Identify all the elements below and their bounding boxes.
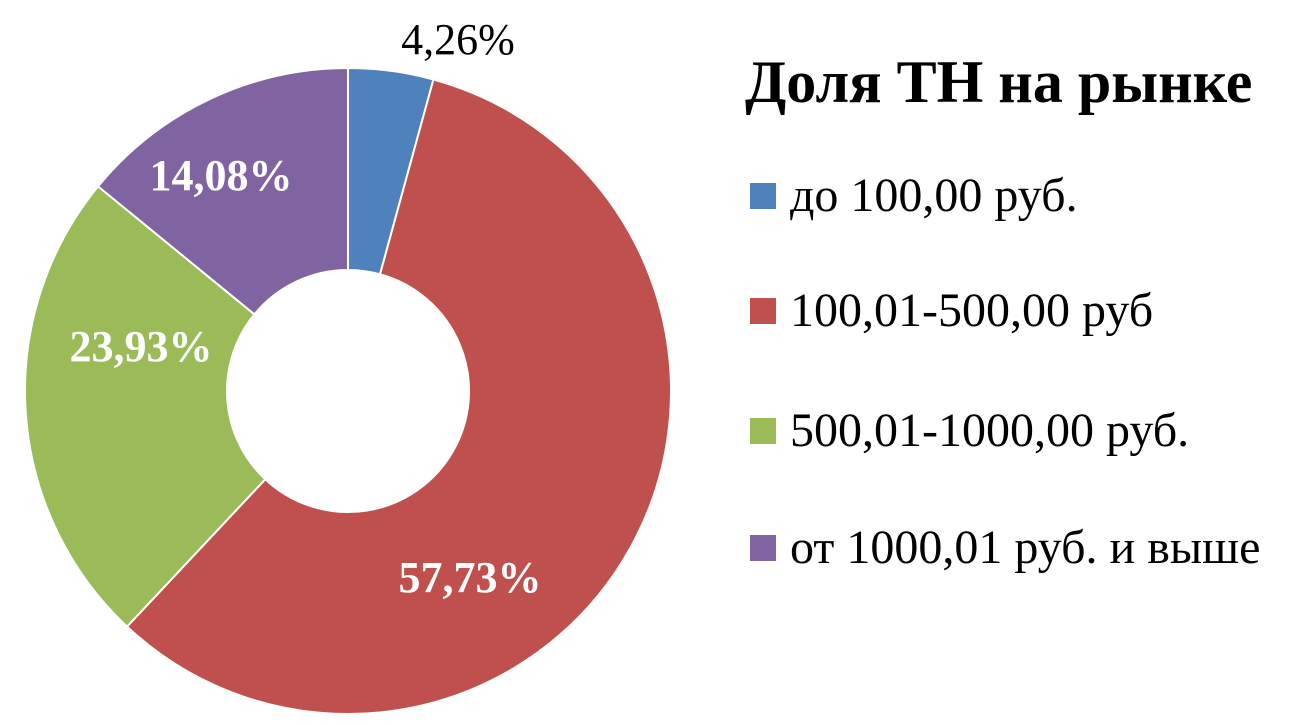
legend-label-4: от 1000,01 руб. и выше bbox=[790, 521, 1261, 574]
legend-swatch-1 bbox=[750, 183, 776, 209]
legend-swatch-4 bbox=[750, 535, 776, 561]
legend-swatch-3 bbox=[750, 418, 776, 444]
legend-label-1: до 100,00 руб. bbox=[790, 169, 1078, 222]
legend-swatch-2 bbox=[750, 298, 776, 324]
legend-item-3: 500,01-1000,00 руб. bbox=[750, 407, 1189, 455]
donut-slice-3 bbox=[24, 184, 267, 629]
legend-item-2: 100,01-500,00 руб bbox=[750, 287, 1153, 335]
data-label-3: 23,93% bbox=[70, 322, 213, 371]
legend-item-1: до 100,00 руб. bbox=[750, 172, 1078, 220]
chart-slices bbox=[24, 66, 672, 715]
data-label-1: 4,26% bbox=[401, 15, 515, 64]
legend-item-4: от 1000,01 руб. и выше bbox=[750, 524, 1260, 572]
chart-data-labels: 4,26% 57,73% 23,93% 14,08% bbox=[70, 15, 542, 602]
data-label-2: 57,73% bbox=[399, 553, 542, 602]
legend-label-2: 100,01-500,00 руб bbox=[790, 284, 1154, 337]
data-label-4: 14,08% bbox=[150, 151, 293, 200]
donut-slice-2 bbox=[125, 78, 672, 715]
chart-title: Доля ТН на рынке bbox=[745, 49, 1253, 115]
donut-slice-4 bbox=[96, 66, 349, 316]
legend-label-3: 500,01-1000,00 руб. bbox=[790, 404, 1190, 457]
